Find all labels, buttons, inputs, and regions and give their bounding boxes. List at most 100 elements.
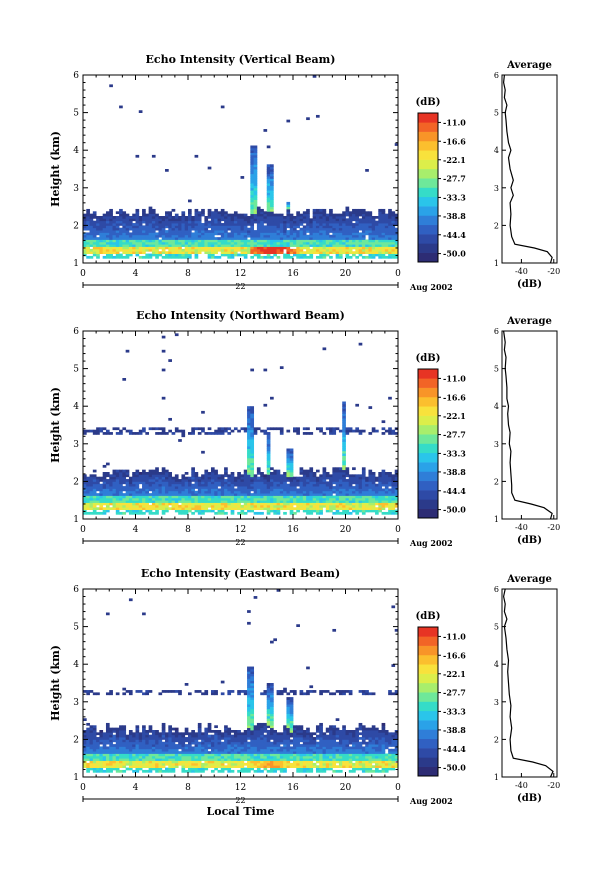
heatmap-cell	[83, 251, 87, 254]
heatmap-cell	[338, 227, 343, 231]
heatmap-cell	[188, 255, 192, 259]
heatmap-cell	[148, 483, 153, 487]
heatmap-cell	[381, 232, 386, 236]
heatmap-cell	[342, 244, 346, 247]
heatmap-cell	[322, 225, 327, 229]
heatmap-cell	[302, 239, 307, 243]
heatmap-cell	[135, 469, 140, 473]
heatmap-cell	[365, 244, 369, 247]
heatmap-cell	[220, 253, 225, 257]
heatmap-cell	[165, 732, 169, 736]
heatmap-cell	[253, 185, 258, 189]
heatmap-cell	[165, 509, 169, 513]
heatmap-cell	[96, 765, 100, 768]
heatmap-cell	[92, 488, 97, 492]
heatmap-cell	[194, 748, 199, 752]
heatmap-cell	[329, 248, 333, 252]
heatmap-cell	[342, 507, 346, 510]
heatmap-cell	[210, 758, 215, 761]
heatmap-cell	[247, 446, 251, 449]
heatmap-cell	[224, 234, 228, 238]
heatmap-cell	[319, 500, 323, 503]
heatmap-cell	[296, 225, 300, 229]
heatmap-cell	[250, 455, 255, 459]
heatmap-cell	[338, 483, 343, 487]
heatmap-cell	[250, 147, 255, 151]
heatmap-cell	[165, 225, 169, 229]
heatmap-cell	[306, 223, 310, 226]
heatmap-cell	[191, 760, 195, 764]
heatmap-cell	[171, 251, 176, 254]
heatmap-cell	[224, 732, 228, 736]
heatmap-cell	[168, 507, 172, 510]
heatmap-cell	[102, 227, 107, 231]
heatmap-cell	[250, 450, 255, 454]
heatmap-cell	[240, 511, 245, 515]
heatmap-cell	[188, 507, 192, 510]
heatmap-cell	[145, 509, 150, 513]
heatmap-cell	[109, 732, 113, 736]
heatmap-cell	[293, 216, 297, 219]
heatmap-cell	[214, 734, 218, 738]
heatmap-cell	[145, 732, 150, 736]
heatmap-cell	[181, 744, 186, 747]
heatmap-cell	[96, 481, 100, 485]
heatmap-cell	[384, 225, 389, 229]
heatmap-cell	[394, 476, 399, 480]
heatmap-cell	[188, 213, 192, 217]
heatmap-cell	[191, 251, 195, 254]
heatmap-cell	[394, 218, 399, 222]
heatmap-cell	[266, 145, 271, 149]
heatmap-cell	[132, 507, 136, 510]
heatmap-cell	[286, 455, 291, 459]
heatmap-cell	[352, 237, 356, 240]
heatmap-cell	[332, 490, 337, 494]
heatmap-cell	[381, 476, 386, 480]
heatmap-cell	[89, 490, 94, 494]
heatmap-cell	[86, 211, 90, 215]
heatmap-cell	[125, 223, 130, 226]
heatmap-cell	[151, 244, 156, 247]
heatmap-cell	[338, 504, 343, 508]
heatmap-cell	[283, 490, 287, 494]
heatmap-cell	[368, 432, 373, 435]
heatmap-cell	[240, 246, 245, 250]
heatmap-cell	[194, 237, 199, 240]
heatmap-cell	[197, 746, 202, 750]
heatmap-cell	[128, 765, 133, 768]
heatmap-cell	[279, 241, 284, 245]
heatmap-cell	[247, 216, 251, 219]
heatmap-cell	[381, 237, 386, 240]
heatmap-cell	[302, 483, 307, 487]
average-y-tick-label: 1	[494, 515, 499, 524]
heatmap-cell	[266, 500, 271, 503]
heatmap-cell	[325, 246, 330, 250]
heatmap-cell	[148, 755, 153, 759]
heatmap-cell	[184, 227, 189, 231]
heatmap-cell	[217, 255, 222, 259]
heatmap-cell	[342, 241, 346, 245]
heatmap-cell	[115, 211, 120, 215]
heatmap-cell	[247, 441, 251, 445]
heatmap-cell	[247, 500, 251, 503]
heatmap-cell	[161, 509, 166, 513]
average-frame	[501, 330, 558, 520]
heatmap-cell	[102, 495, 107, 499]
heatmap-cell	[174, 737, 179, 740]
heatmap-cell	[142, 237, 146, 240]
heatmap-cells	[83, 75, 399, 259]
heatmap-cell	[388, 396, 392, 400]
heatmap-cell	[178, 483, 182, 487]
heatmap-cell	[86, 732, 90, 736]
heatmap-cell	[286, 239, 291, 243]
heatmap-cell	[96, 488, 100, 492]
heatmap-cell	[184, 758, 189, 761]
heatmap-cell	[276, 497, 281, 501]
heatmap-cell	[388, 211, 392, 215]
heatmap-cell	[119, 241, 123, 245]
heatmap-cell	[151, 225, 156, 229]
heatmap-cell	[247, 493, 251, 496]
heatmap-cell	[325, 507, 330, 510]
colorbar-swatch	[418, 140, 438, 151]
heatmap-cell	[135, 760, 140, 764]
